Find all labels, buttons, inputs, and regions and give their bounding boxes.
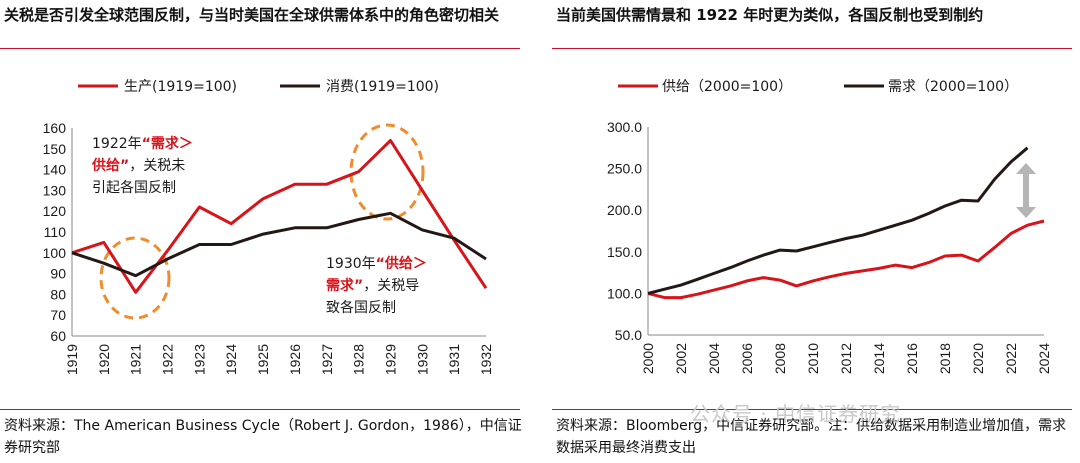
y-tick-label: 150.0 (607, 244, 642, 260)
x-tick-label: 1921 (128, 344, 144, 375)
x-tick-label: 2022 (1003, 343, 1019, 374)
annotation-segment: 供给” (91, 157, 129, 174)
annotation-line: 1930年“供给＞ (326, 255, 427, 272)
y-tick-label: 100 (43, 245, 67, 261)
y-tick-label: 150 (43, 141, 67, 157)
legend-label-demand: 需求（2000=100） (888, 79, 1018, 95)
legend-label-supply: 供给（2000=100） (662, 79, 792, 95)
annotation-line: 需求”，关税导 (326, 277, 419, 294)
right-source-note: 资料来源：Bloomberg，中信证券研究部。注：供给数据采用制造业增加值，需求… (556, 418, 1067, 456)
annotation-segment: 1930年 (326, 256, 376, 272)
series-line-demand (647, 146, 1029, 295)
y-tick-label: 120 (43, 203, 67, 219)
series-line-production (71, 139, 488, 294)
highlight-circle-1921 (99, 236, 171, 320)
left-source-note: 资料来源：The American Business Cycle（Robert … (4, 418, 522, 456)
x-tick-label: 1919 (64, 344, 80, 375)
x-tick-label: 1923 (191, 344, 207, 375)
x-tick-label: 2018 (937, 343, 953, 374)
annotation-segment: “供给＞ (376, 255, 427, 272)
y-tick-label: 50.0 (615, 327, 642, 343)
x-tick-label: 1924 (223, 344, 239, 375)
annotation-segment: 致各国反制 (326, 300, 396, 316)
x-tick-label: 2004 (706, 343, 722, 374)
series-line-supply (647, 219, 1045, 300)
right-footer-rule (552, 409, 1072, 410)
x-tick-label: 2010 (805, 343, 821, 374)
x-tick-label: 1931 (446, 344, 462, 375)
right-title-rule (552, 48, 1072, 49)
left-title-rule (0, 48, 520, 49)
annotation-line: 致各国反制 (326, 300, 396, 316)
y-tick-label: 160 (43, 120, 67, 136)
right-chart-title: 当前美国供需情景和 1922 年时更为类似，各国反制也受到制约 (556, 6, 984, 24)
x-tick-label: 1932 (478, 344, 494, 375)
annotation-line: 1922年“需求＞ (92, 135, 193, 152)
x-tick-label: 1928 (351, 344, 367, 375)
y-tick-label: 200.0 (607, 202, 642, 218)
annotation-segment: 需求” (326, 277, 363, 294)
x-tick-label: 1930 (414, 344, 430, 375)
y-tick-label: 250.0 (607, 161, 642, 177)
y-tick-label: 300.0 (607, 119, 642, 135)
y-tick-label: 60 (50, 328, 66, 344)
x-tick-label: 2002 (673, 343, 689, 374)
series-line-consumption (71, 211, 487, 278)
gap-double-arrow (1016, 163, 1036, 218)
x-tick-label: 2012 (838, 343, 854, 374)
annotation-segment: 引起各国反制 (92, 180, 176, 196)
left-line-chart: 生产(1919=100) 消费(1919=100) 60 70 80 90 100 110 12… (43, 79, 494, 375)
annotation-line: 供给”，关税未 (91, 157, 185, 174)
left-panel: 关税是否引发全球范围反制，与当时美国在全球供需体系中的角色密切相关 生产(191… (0, 0, 528, 463)
x-tick-label: 2016 (904, 343, 920, 374)
left-footer-rule (0, 409, 520, 410)
legend-label-production: 生产(1919=100) (124, 79, 237, 95)
x-tick-label: 2014 (871, 343, 887, 374)
gap-arrow-head-up (1016, 163, 1036, 174)
x-tick-label: 2024 (1036, 343, 1052, 374)
annotation-segment: ，关税未 (129, 158, 185, 174)
x-tick-label: 1929 (382, 344, 398, 375)
x-tick-label: 1922 (160, 344, 176, 375)
y-tick-label: 110 (44, 224, 67, 240)
y-tick-label: 140 (43, 162, 67, 178)
x-tick-label: 1927 (319, 344, 335, 375)
annotation-line: 引起各国反制 (92, 180, 176, 196)
highlight-circle-1929 (349, 123, 425, 221)
x-tick-label: 2000 (640, 343, 656, 374)
left-chart-title: 关税是否引发全球范围反制，与当时美国在全球供需体系中的角色密切相关 (4, 6, 500, 24)
watermark: 公众号 · 中信证券研究 (690, 402, 902, 426)
y-tick-label: 90 (50, 266, 66, 282)
x-tick-label: 1925 (255, 344, 271, 375)
x-tick-label: 2006 (739, 343, 755, 374)
gap-arrow-head-down (1016, 207, 1036, 218)
legend-label-consumption: 消费(1919=100) (326, 79, 439, 95)
y-tick-label: 130 (43, 182, 67, 198)
annotation-segment: “需求＞ (142, 135, 193, 152)
y-tick-label: 70 (50, 307, 66, 323)
y-tick-label: 100.0 (607, 285, 642, 301)
right-panel: 当前美国供需情景和 1922 年时更为类似，各国反制也受到制约 供给（2000=… (552, 0, 1080, 463)
x-tick-label: 2020 (970, 343, 986, 374)
x-tick-label: 1920 (96, 344, 112, 375)
annotation-segment: 1922年 (92, 136, 142, 152)
x-tick-label: 1926 (287, 344, 303, 375)
right-line-chart: 供给（2000=100） 需求（2000=100） 50.0 100.0 150.0 20… (607, 79, 1052, 374)
x-tick-label: 2008 (772, 343, 788, 374)
gap-arrow-shaft (1023, 172, 1029, 209)
y-tick-label: 80 (50, 286, 66, 302)
annotation-segment: ，关税导 (363, 278, 419, 294)
